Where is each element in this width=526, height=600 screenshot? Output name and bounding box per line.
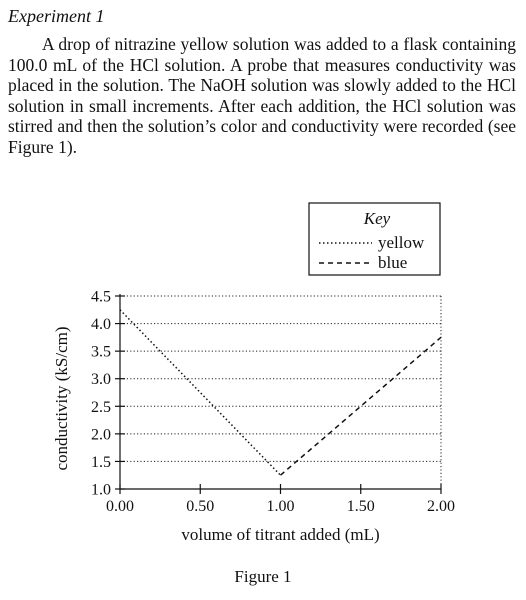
x-tick-label: 2.00 bbox=[427, 498, 455, 515]
x-axis-label: volume of titrant added (mL) bbox=[181, 525, 379, 544]
y-tick-label: 1.0 bbox=[91, 482, 111, 499]
experiment-heading: Experiment 1 bbox=[8, 6, 105, 26]
x-tick-label: 0.00 bbox=[106, 498, 134, 515]
legend-title: Key bbox=[363, 209, 391, 228]
legend-label-blue: blue bbox=[378, 253, 407, 272]
y-tick-label: 4.5 bbox=[91, 289, 111, 306]
figure-caption: Figure 1 bbox=[234, 567, 292, 586]
y-tick-label: 2.0 bbox=[91, 426, 111, 443]
legend-label-yellow: yellow bbox=[378, 233, 425, 252]
x-tick-label: 1.50 bbox=[347, 498, 375, 515]
experiment-description: A drop of nitrazine yellow solution was … bbox=[8, 34, 516, 157]
y-tick-label: 2.5 bbox=[91, 399, 111, 416]
series-line-yellow bbox=[119, 309, 282, 476]
y-tick-label: 3.0 bbox=[91, 371, 111, 388]
y-tick-label: 4.0 bbox=[91, 316, 111, 333]
y-tick-label: 3.5 bbox=[91, 344, 111, 361]
x-tick-label: 0.50 bbox=[186, 498, 214, 515]
y-axis-label: conductivity (kS/cm) bbox=[52, 326, 71, 470]
x-tick-label: 1.00 bbox=[267, 498, 295, 515]
y-tick-label: 1.5 bbox=[91, 454, 111, 471]
